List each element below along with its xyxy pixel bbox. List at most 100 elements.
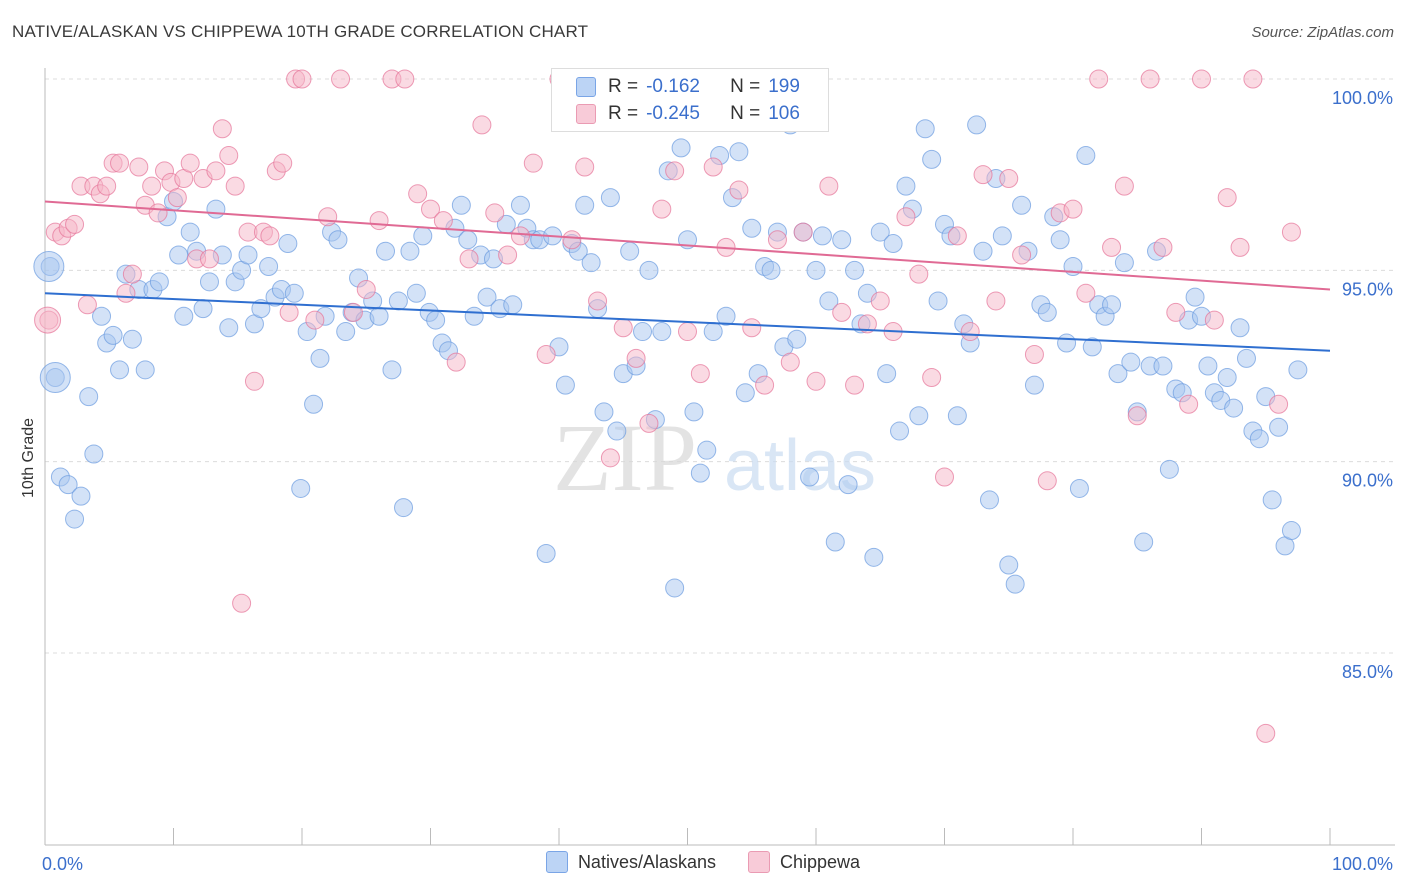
point-chippewa [421,199,440,219]
point-natives [65,509,85,529]
point-chippewa [1179,394,1199,414]
point-natives [1224,398,1244,418]
legend-n-label: N = [730,103,761,124]
point-chippewa [485,203,505,223]
point-chippewa [536,345,556,365]
x-tick-label-left: 0.0% [42,854,83,874]
point-natives [503,295,523,315]
point-chippewa [678,322,697,342]
point-natives [92,306,112,326]
legend-r-value: -0.162 [646,76,700,97]
point-chippewa [986,291,1006,311]
point-natives [703,322,723,342]
point-natives [1069,478,1089,498]
point-chippewa [819,176,839,196]
point-natives [206,199,226,219]
point-chippewa [199,249,219,269]
point-chippewa [1089,69,1109,89]
legend-r-label: R = [608,103,639,124]
point-natives [1217,367,1237,387]
y-tick-label: 85.0% [1342,662,1393,682]
point-natives [1134,532,1154,552]
point-chippewa [472,115,492,135]
point-chippewa [960,322,980,342]
legend-item-natives[interactable]: Natives/Alaskans [545,851,716,873]
point-chippewa [279,302,299,322]
point-natives [369,306,389,326]
point-natives [812,226,832,246]
point-natives [328,230,348,250]
y-tick-label: 95.0% [1342,279,1393,299]
legend-swatch-chippewa [748,851,770,873]
point-natives [284,283,304,303]
point-natives [477,287,497,307]
point-natives [633,322,653,342]
point-natives-large [39,361,71,393]
point-chippewa [690,364,710,384]
point-natives [1102,295,1122,315]
point-natives [382,360,402,380]
point-chippewa [395,69,415,89]
point-chippewa [212,119,232,139]
point-natives [1249,429,1269,449]
point-natives [652,322,672,342]
point-chippewa [1037,471,1057,491]
point-natives [838,475,858,495]
point-natives [110,360,130,380]
point-natives [199,272,219,292]
y-axis-label: 10th Grade [20,418,37,498]
point-natives [1012,195,1032,215]
point-chippewa [148,203,168,223]
point-natives [193,299,213,319]
point-chippewa [665,161,685,181]
tick-labels: 100.0% 95.0% 90.0% 85.0% 0.0% 100.0% [42,88,1393,874]
point-natives [761,260,781,280]
point-chippewa [459,249,479,269]
point-chippewa [806,371,826,391]
point-chippewa [639,413,659,433]
point-natives [729,142,749,162]
point-natives [1236,348,1256,368]
point-natives [1159,459,1179,479]
point-chippewa [523,153,543,173]
point-natives [915,119,935,139]
point-natives [426,310,446,330]
point-chippewa [767,230,787,250]
point-chippewa [896,207,916,227]
trend-line-chippewa [44,200,1331,291]
point-natives [122,329,142,349]
legend-n-label: N = [730,76,761,97]
point-chippewa [244,371,264,391]
point-chippewa [1230,237,1250,257]
point-chippewa [1114,176,1134,196]
point-chippewa [510,226,530,246]
trend-line-natives [44,292,1331,352]
point-chippewa [356,279,376,299]
point-natives [219,318,239,338]
point-natives [1269,417,1289,437]
trend-lines [44,200,1331,352]
point-chippewa [1166,302,1186,322]
point-chippewa [206,161,226,181]
point-chippewa [1127,406,1147,426]
point-natives [928,291,948,311]
point-chippewa [1076,283,1096,303]
point-natives [388,291,408,311]
point-natives [451,195,471,215]
point-natives [1198,356,1218,376]
legend-item-chippewa[interactable]: Chippewa [748,851,860,873]
watermark-zip: ZIP [553,404,697,511]
legend-swatch-chippewa [576,104,596,124]
point-natives [1230,318,1250,338]
stats-legend: R = -0.162 N = 199 R = -0.245 N = 106 [551,68,829,132]
point-natives [149,272,169,292]
point-chippewa [305,310,325,330]
point-natives [735,383,755,403]
point-natives [947,406,967,426]
point-natives [394,498,414,518]
point-natives [135,360,155,380]
point-natives [800,467,820,487]
point-natives [1076,146,1096,166]
point-natives [870,222,890,242]
point-chippewa [1140,69,1160,89]
